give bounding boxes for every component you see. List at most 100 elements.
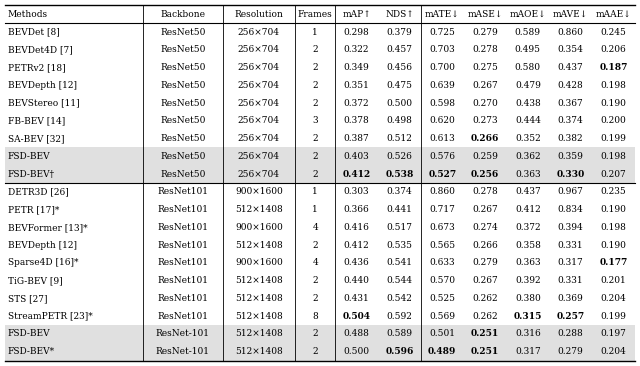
Text: 256×704: 256×704 (238, 98, 280, 108)
Text: 900×1600: 900×1600 (235, 223, 283, 232)
Text: 0.278: 0.278 (472, 45, 498, 55)
Text: 0.199: 0.199 (600, 311, 627, 321)
Text: StreamPETR [23]*: StreamPETR [23]* (8, 311, 92, 321)
Text: 2: 2 (312, 98, 318, 108)
Text: 0.717: 0.717 (429, 205, 455, 214)
Text: 0.245: 0.245 (600, 27, 627, 37)
Text: 0.317: 0.317 (558, 258, 584, 268)
Text: 0.512: 0.512 (387, 134, 412, 143)
Text: 0.190: 0.190 (600, 240, 627, 250)
Text: 0.354: 0.354 (557, 45, 584, 55)
Text: ResNet50: ResNet50 (160, 134, 205, 143)
Text: 4: 4 (312, 223, 318, 232)
Text: 0.620: 0.620 (429, 116, 455, 126)
Text: 0.544: 0.544 (387, 276, 412, 285)
Text: Methods: Methods (8, 10, 48, 19)
Text: ResNet50: ResNet50 (160, 81, 205, 90)
Text: 2: 2 (312, 152, 318, 161)
Text: BEVStereo [11]: BEVStereo [11] (8, 98, 79, 108)
Text: 0.177: 0.177 (599, 258, 628, 268)
Text: 0.441: 0.441 (387, 205, 412, 214)
Text: 0.633: 0.633 (429, 258, 455, 268)
Text: 0.542: 0.542 (387, 294, 412, 303)
Text: 512×1408: 512×1408 (235, 311, 283, 321)
Text: 0.860: 0.860 (429, 187, 455, 197)
Text: 2: 2 (312, 134, 318, 143)
Text: 0.860: 0.860 (557, 27, 584, 37)
Text: 0.570: 0.570 (429, 276, 455, 285)
Text: FSD-BEV: FSD-BEV (8, 329, 51, 339)
Text: 2: 2 (312, 294, 318, 303)
Text: 0.267: 0.267 (472, 276, 498, 285)
Text: ResNet50: ResNet50 (160, 63, 205, 72)
Text: 256×704: 256×704 (238, 81, 280, 90)
Text: 2: 2 (312, 329, 318, 339)
Text: 0.363: 0.363 (515, 169, 541, 179)
Text: 0.589: 0.589 (387, 329, 412, 339)
Text: 0.251: 0.251 (471, 347, 499, 356)
Text: 0.266: 0.266 (472, 240, 498, 250)
Text: 0.392: 0.392 (515, 276, 541, 285)
Text: 0.362: 0.362 (515, 152, 541, 161)
Text: 256×704: 256×704 (238, 63, 280, 72)
Text: 512×1408: 512×1408 (235, 347, 283, 356)
Text: 0.259: 0.259 (472, 152, 498, 161)
Text: 0.190: 0.190 (600, 98, 627, 108)
Text: 0.495: 0.495 (515, 45, 541, 55)
Text: 0.331: 0.331 (558, 276, 584, 285)
Text: mATE↓: mATE↓ (425, 10, 460, 19)
Text: 0.526: 0.526 (387, 152, 412, 161)
Text: 0.198: 0.198 (600, 223, 627, 232)
Text: 0.274: 0.274 (472, 223, 498, 232)
Text: ResNet101: ResNet101 (157, 276, 209, 285)
Text: 2: 2 (312, 45, 318, 55)
Text: FSD-BEV†: FSD-BEV† (8, 169, 54, 179)
Text: 0.197: 0.197 (600, 329, 627, 339)
Text: 1: 1 (312, 187, 318, 197)
Text: 2: 2 (312, 347, 318, 356)
Text: PETR [17]*: PETR [17]* (8, 205, 59, 214)
Text: 0.703: 0.703 (429, 45, 455, 55)
Text: 0.235: 0.235 (600, 187, 627, 197)
Text: 0.565: 0.565 (429, 240, 455, 250)
Text: Sparse4D [16]*: Sparse4D [16]* (8, 258, 78, 268)
Bar (5, 147, 635, 165)
Text: 0.501: 0.501 (429, 329, 455, 339)
Text: 0.378: 0.378 (344, 116, 369, 126)
Text: 0.596: 0.596 (385, 347, 413, 356)
Text: 0.251: 0.251 (471, 329, 499, 339)
Text: 0.372: 0.372 (344, 98, 369, 108)
Text: 2: 2 (312, 276, 318, 285)
Text: 0.673: 0.673 (429, 223, 455, 232)
Text: 0.517: 0.517 (387, 223, 412, 232)
Text: 0.322: 0.322 (344, 45, 369, 55)
Text: 0.382: 0.382 (558, 134, 584, 143)
Text: 1: 1 (312, 205, 318, 214)
Text: 0.403: 0.403 (344, 152, 369, 161)
Text: mAOE↓: mAOE↓ (509, 10, 546, 19)
Text: 256×704: 256×704 (238, 152, 280, 161)
Text: 0.273: 0.273 (472, 116, 498, 126)
Bar (5, 325, 635, 343)
Text: 0.279: 0.279 (472, 258, 498, 268)
Text: 0.428: 0.428 (558, 81, 584, 90)
Text: 0.500: 0.500 (387, 98, 412, 108)
Text: 0.479: 0.479 (515, 81, 541, 90)
Text: STS [27]: STS [27] (8, 294, 47, 303)
Text: ResNet50: ResNet50 (160, 116, 205, 126)
Text: 0.351: 0.351 (344, 81, 369, 90)
Text: 0.374: 0.374 (387, 187, 412, 197)
Text: mAAE↓: mAAE↓ (596, 10, 631, 19)
Text: 0.279: 0.279 (558, 347, 584, 356)
Text: mAVE↓: mAVE↓ (553, 10, 588, 19)
Text: 0.504: 0.504 (342, 311, 371, 321)
Text: 0.569: 0.569 (429, 311, 455, 321)
Text: 0.592: 0.592 (387, 311, 412, 321)
Text: ResNet50: ResNet50 (160, 27, 205, 37)
Text: 0.204: 0.204 (600, 347, 627, 356)
Text: 0.488: 0.488 (344, 329, 369, 339)
Text: 0.201: 0.201 (600, 276, 627, 285)
Text: 0.267: 0.267 (472, 205, 498, 214)
Text: Resolution: Resolution (234, 10, 284, 19)
Text: 0.369: 0.369 (558, 294, 584, 303)
